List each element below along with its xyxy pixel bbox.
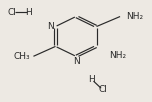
Text: NH₂: NH₂ (126, 12, 143, 21)
Text: CH₃: CH₃ (14, 52, 30, 61)
Text: H: H (88, 75, 95, 84)
Text: N: N (73, 57, 79, 66)
Text: H: H (26, 8, 32, 17)
Text: Cl: Cl (8, 8, 17, 17)
Text: NH₂: NH₂ (109, 51, 127, 60)
Text: Cl: Cl (99, 85, 108, 94)
Text: N: N (47, 22, 54, 31)
